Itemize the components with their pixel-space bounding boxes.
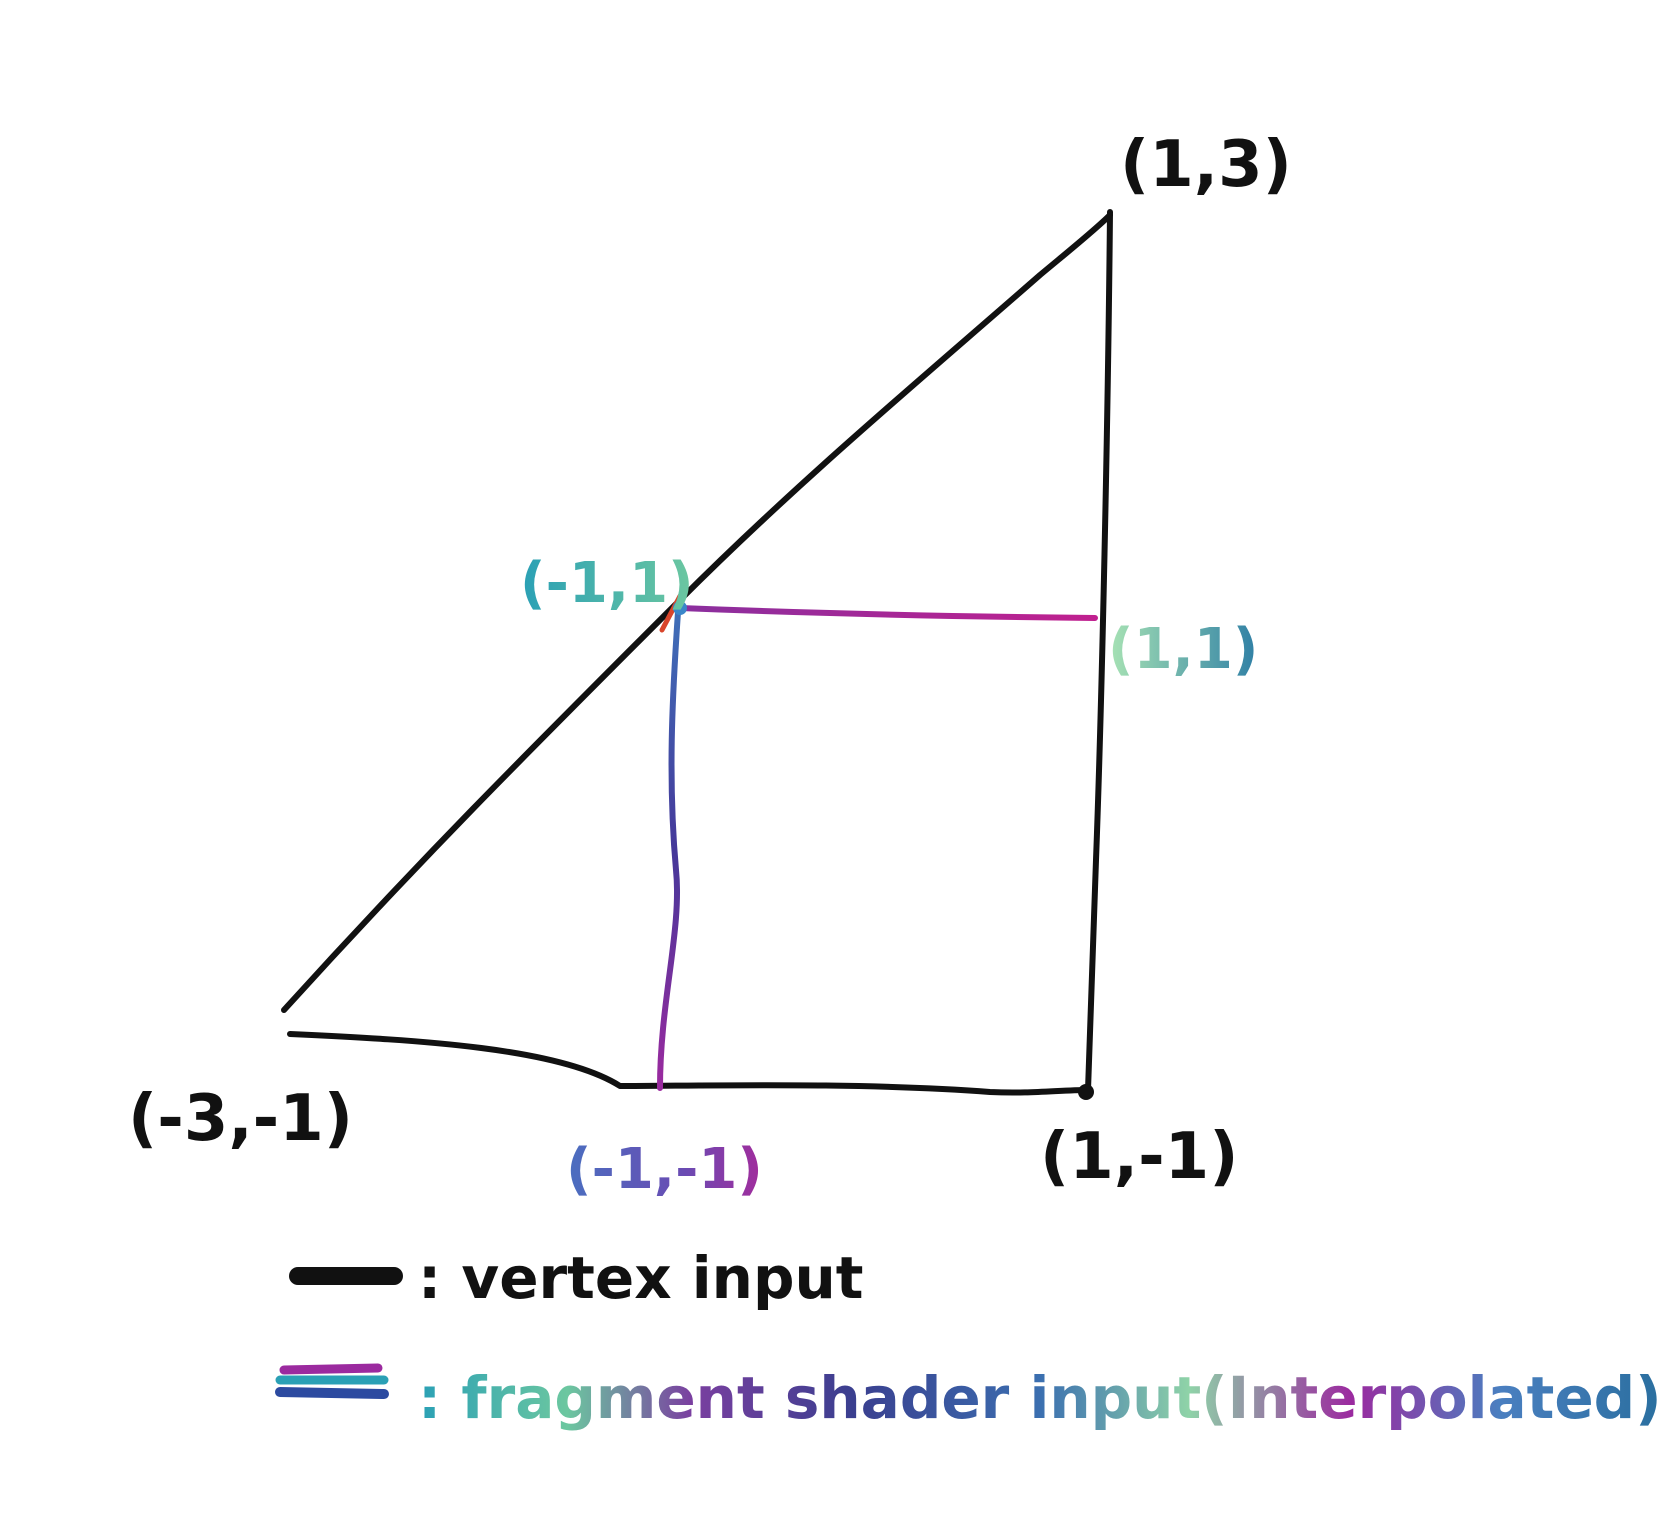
- vertex-label-top: (1,3): [1120, 128, 1292, 202]
- quad-corner-dot-top-left: [673, 601, 687, 615]
- vertex-label-bottom-left: (-3,-1): [128, 1082, 353, 1156]
- legend-fragment-swatch-3: [275, 1387, 389, 1399]
- quad-label-top-left: (-1,1): [520, 551, 694, 616]
- quad-corner-mark-top-left: [659, 593, 683, 633]
- vertex-label-bottom-right: (1,-1): [1040, 1120, 1238, 1194]
- interpolated-vertical-line: [657, 609, 681, 1091]
- vertex-dot-bottom-right: [1078, 1084, 1094, 1100]
- triangle-hypotenuse: [281, 212, 1113, 1013]
- legend-fragment-swatch-1: [279, 1363, 383, 1375]
- triangle-bottom-edge: [287, 1031, 1091, 1096]
- triangle-right-edge: [1085, 209, 1113, 1093]
- legend-vertex-label: : vertex input: [418, 1244, 864, 1312]
- quad-label-bottom-left: (-1,-1): [566, 1137, 763, 1202]
- legend-fragment-label: : fragment shader input(Interpolated): [418, 1364, 1662, 1432]
- quad-label-top-right: (1,1): [1108, 617, 1258, 682]
- interpolated-horizontal-line: [677, 605, 1098, 621]
